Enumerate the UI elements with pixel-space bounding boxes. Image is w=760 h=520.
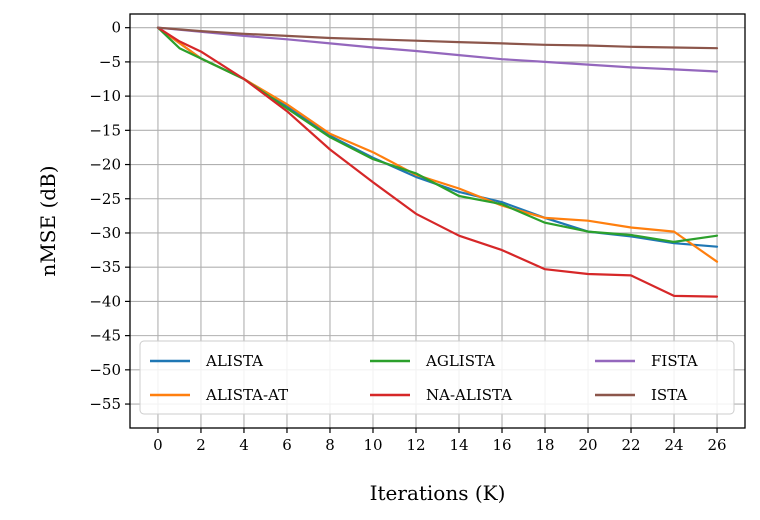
y-axis-ticks: 0 −5 −10 −15 −20 −25 −30 −35 −40 −45 −50 −55 [89,19,130,413]
x-tick-label: 10 [363,436,382,454]
legend-label: ISTA [651,386,687,404]
y-tick-label: 0 [111,19,121,37]
legend-box [139,340,735,415]
series-line-alista [156,26,719,248]
y-tick-label: −5 [99,53,121,71]
series-line-ista [156,26,719,50]
legend-label: ALISTA-AT [205,386,288,404]
x-tick-label: 22 [621,436,640,454]
y-tick-label: −40 [89,292,121,310]
series-line-aglista [156,26,719,243]
y-tick-label: −30 [89,224,121,242]
y-tick-label: −25 [89,190,121,208]
y-tick-label: −10 [89,87,121,105]
x-tick-label: 0 [153,436,163,454]
x-tick-label: 2 [196,436,206,454]
series-line-fista [156,26,719,73]
x-tick-label: 6 [282,436,292,454]
x-tick-label: 24 [664,436,683,454]
legend-label: FISTA [651,352,698,370]
x-tick-label: 18 [535,436,554,454]
x-tick-label: 14 [449,436,468,454]
y-tick-label: −35 [89,258,121,276]
y-tick-label: −50 [89,361,121,379]
plot-frame [129,13,746,429]
legend-label: ALISTA [205,352,263,370]
x-tick-label: 12 [406,436,425,454]
series-lines [156,26,719,298]
y-tick-label: −15 [89,121,121,139]
legend: ALISTA ALISTA-AT AGLISTA NA-ALISTA FISTA ISTA [139,340,735,415]
y-tick-label: −20 [89,156,121,174]
x-axis-ticks: 0 2 4 6 8 10 12 14 16 18 20 22 24 26 [153,428,727,454]
x-tick-label: 20 [578,436,597,454]
x-tick-label: 16 [492,436,511,454]
x-tick-label: 8 [325,436,335,454]
series-line-na-alista [156,26,719,298]
legend-label: AGLISTA [425,352,495,370]
y-tick-label: −55 [89,395,121,413]
x-tick-label: 4 [239,436,249,454]
legend-label: NA-ALISTA [426,386,512,404]
y-tick-label: −45 [89,327,121,345]
y-axis-label: nMSE (dB) [36,165,60,276]
series-line-alista-at [156,26,719,263]
x-axis-label: Iterations (K) [370,481,506,505]
x-tick-label: 26 [707,436,726,454]
